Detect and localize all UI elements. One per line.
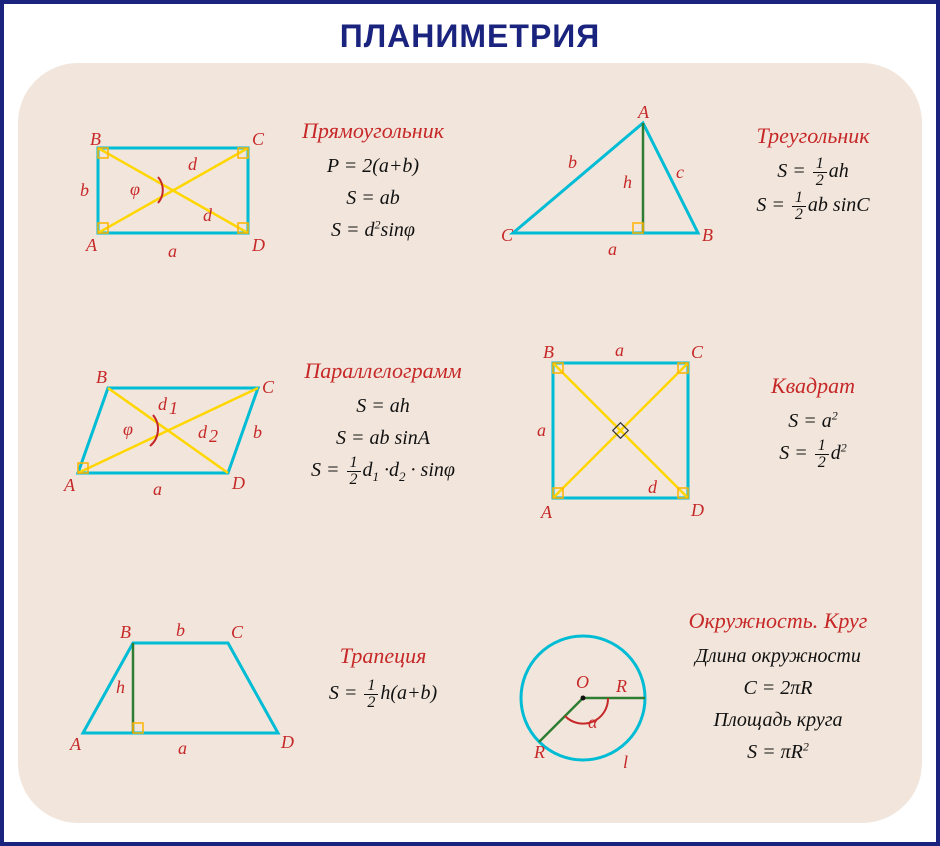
svg-text:B: B [120, 622, 131, 642]
circle-title: Окружность. Круг [658, 608, 898, 634]
poster-title: ПЛАНИМЕТРИЯ [18, 18, 922, 55]
svg-text:d: d [648, 477, 658, 497]
svg-text:d: d [158, 394, 168, 414]
rectangle-formulas: Прямоугольник P = 2(a+b) S = ab S = d2si… [278, 118, 468, 246]
trapezoid-formulas: Трапеция S = 12h(a+b) [298, 643, 468, 711]
svg-text:c: c [676, 162, 684, 182]
para-S3: S = 12d1 ·d2 · sinφ [278, 454, 488, 488]
sq-S2: S = 12d2 [738, 437, 888, 471]
rectangle-figure: B C A D b a d d φ [68, 123, 268, 273]
svg-text:a: a [168, 241, 177, 261]
svg-text:d: d [203, 205, 213, 225]
rect-P: P = 2(a+b) [278, 150, 468, 182]
circle-sub2: Площадь круга [658, 704, 898, 736]
circle-figure: O R R l α [498, 618, 668, 788]
square-figure: B C A D a a d [523, 338, 713, 538]
parallelogram-formulas: Параллелограмм S = ah S = ab sinA S = 12… [278, 358, 488, 488]
svg-text:h: h [116, 677, 125, 697]
svg-text:C: C [262, 377, 275, 397]
svg-text:C: C [501, 225, 514, 245]
svg-text:A: A [63, 475, 76, 495]
trapezoid-figure: B C A D b h a [68, 618, 298, 768]
trapezoid-svg: B C A D b h a [68, 618, 298, 768]
svg-text:C: C [691, 342, 704, 362]
rectangle-svg: B C A D b a d d φ [68, 123, 268, 273]
svg-text:b: b [568, 152, 577, 172]
para-S1: S = ah [278, 390, 488, 422]
svg-text:D: D [231, 473, 245, 493]
circle-svg: O R R l α [498, 618, 668, 788]
rectangle-title: Прямоугольник [278, 118, 468, 144]
para-S2: S = ab sinA [278, 422, 488, 454]
parallelogram-figure: B C A D a b d1 d2 φ [58, 363, 278, 513]
svg-text:D: D [280, 732, 294, 752]
svg-text:φ: φ [123, 419, 133, 439]
svg-text:A: A [540, 502, 553, 522]
svg-text:O: O [576, 672, 589, 692]
trapezoid-title: Трапеция [298, 643, 468, 669]
content-panel: B C A D b a d d φ Прямоугольник P = 2(a+… [18, 63, 922, 823]
triangle-svg: A C B b c h a [498, 103, 718, 273]
tri-S2: S = 12ab sinC [728, 189, 898, 223]
tri-S1: S = 12ah [728, 155, 898, 189]
svg-text:a: a [615, 340, 624, 360]
svg-text:a: a [153, 479, 162, 499]
svg-text:α: α [588, 712, 598, 732]
outer-border: ПЛАНИМЕТРИЯ B C A D b a d [0, 0, 940, 846]
svg-text:l: l [623, 752, 628, 772]
svg-text:C: C [231, 622, 244, 642]
triangle-formulas: Треугольник S = 12ah S = 12ab sinC [728, 123, 898, 223]
svg-text:d: d [198, 422, 208, 442]
svg-text:2: 2 [209, 426, 218, 446]
svg-text:b: b [253, 422, 262, 442]
svg-text:d: d [188, 154, 198, 174]
circle-sub1: Длина окружности [658, 640, 898, 672]
svg-text:B: B [96, 367, 107, 387]
svg-text:B: B [543, 342, 554, 362]
svg-text:a: a [537, 420, 546, 440]
svg-text:D: D [690, 500, 704, 520]
square-formulas: Квадрат S = a2 S = 12d2 [738, 373, 888, 471]
svg-text:h: h [623, 172, 632, 192]
svg-text:B: B [90, 129, 101, 149]
svg-text:a: a [608, 239, 617, 259]
svg-text:R: R [533, 742, 545, 762]
rect-S1: S = ab [278, 182, 468, 214]
svg-text:A: A [637, 103, 650, 122]
svg-text:C: C [252, 129, 265, 149]
circle-S: S = πR2 [658, 736, 898, 768]
svg-text:D: D [251, 235, 265, 255]
svg-text:B: B [702, 225, 713, 245]
square-svg: B C A D a a d [523, 338, 713, 538]
triangle-figure: A C B b c h a [498, 103, 718, 273]
triangle-title: Треугольник [728, 123, 898, 149]
svg-text:1: 1 [169, 398, 178, 418]
parallelogram-title: Параллелограмм [278, 358, 488, 384]
circle-formulas: Окружность. Круг Длина окружности C = 2π… [658, 608, 898, 768]
square-title: Квадрат [738, 373, 888, 399]
svg-text:φ: φ [130, 179, 140, 199]
svg-text:b: b [176, 620, 185, 640]
sq-S1: S = a2 [738, 405, 888, 437]
svg-text:A: A [69, 734, 82, 754]
trap-S: S = 12h(a+b) [298, 677, 468, 711]
svg-text:R: R [615, 676, 627, 696]
svg-text:A: A [85, 235, 98, 255]
parallelogram-svg: B C A D a b d1 d2 φ [58, 363, 278, 513]
circle-C: C = 2πR [658, 672, 898, 704]
rect-S2: S = d2sinφ [278, 214, 468, 246]
svg-text:a: a [178, 738, 187, 758]
svg-text:b: b [80, 180, 89, 200]
